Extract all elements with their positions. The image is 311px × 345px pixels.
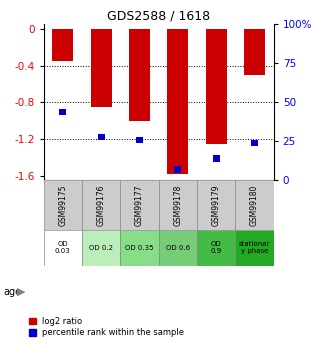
Title: GDS2588 / 1618: GDS2588 / 1618 [107, 10, 210, 23]
Bar [244, 29, 265, 75]
Bar [82, 180, 120, 230]
Text: OD
0.9: OD 0.9 [211, 241, 222, 254]
Bar [235, 180, 274, 230]
Bar [213, 155, 220, 162]
Text: GSM99179: GSM99179 [212, 185, 220, 226]
Bar [197, 230, 235, 266]
Bar [129, 29, 150, 121]
Bar [159, 230, 197, 266]
Text: ▶: ▶ [17, 287, 26, 296]
Bar [120, 180, 159, 230]
Bar [91, 29, 112, 107]
Bar [251, 140, 258, 146]
Bar [44, 230, 82, 266]
Bar [59, 109, 66, 115]
Text: GSM99177: GSM99177 [135, 185, 144, 226]
Text: GSM99175: GSM99175 [58, 185, 67, 226]
Bar [197, 180, 235, 230]
Legend: log2 ratio, percentile rank within the sample: log2 ratio, percentile rank within the s… [29, 317, 184, 337]
Bar [44, 180, 82, 230]
Bar [82, 230, 120, 266]
Text: age: age [3, 287, 21, 296]
Bar [235, 230, 274, 266]
Text: OD 0.35: OD 0.35 [125, 245, 154, 251]
Text: OD
0.03: OD 0.03 [55, 241, 71, 254]
Text: stationar
y phase: stationar y phase [239, 241, 270, 254]
Text: OD 0.6: OD 0.6 [166, 245, 190, 251]
Bar [167, 29, 188, 174]
Bar [136, 137, 143, 143]
Bar [120, 230, 159, 266]
Text: GSM99176: GSM99176 [97, 185, 105, 226]
Text: GSM99180: GSM99180 [250, 185, 259, 226]
Bar [52, 29, 73, 61]
Bar [206, 29, 227, 144]
Text: OD 0.2: OD 0.2 [89, 245, 113, 251]
Bar [98, 134, 104, 140]
Bar [159, 180, 197, 230]
Text: GSM99178: GSM99178 [173, 185, 182, 226]
Bar [174, 166, 181, 172]
